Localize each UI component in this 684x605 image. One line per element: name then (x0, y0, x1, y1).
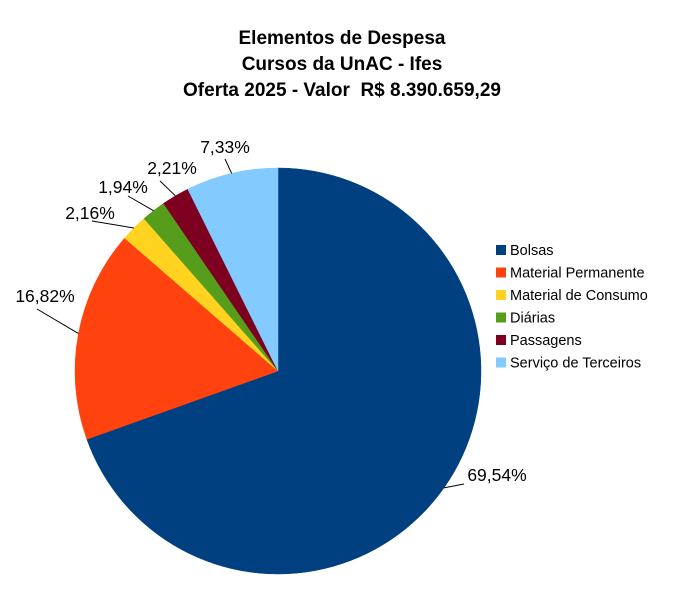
legend-label: Bolsas (510, 243, 554, 259)
data-label: 7,33% (200, 137, 250, 157)
leader-line (443, 483, 465, 489)
pie-slice-bolsas (86, 167, 482, 575)
pie-slice-material-permanente (74, 237, 279, 440)
leader-line (224, 158, 233, 174)
legend-swatch (496, 335, 506, 345)
chart-title-line-1: Elementos de Despesa (239, 28, 446, 49)
legend-swatch (496, 290, 506, 300)
data-label: 69,54% (467, 465, 526, 485)
label-leader-lines (36, 158, 465, 489)
percentage-labels: 69,54% 16,82% 2,16% 1,94%2,21%7,33% (15, 137, 526, 485)
legend-label: Material Permanente (510, 266, 645, 282)
legend-label: Material de Consumo (510, 288, 648, 304)
leader-line (127, 195, 154, 212)
leader-line (36, 308, 79, 335)
chart-title-line-2: Cursos da UnAC - Ifes (242, 54, 443, 75)
legend-label: Passagens (510, 333, 582, 349)
chart-title-line-3: Oferta 2025 - Valor R$ 8.390.659,29 (183, 80, 501, 101)
legend: Bolsas Material Permanente Material de Con… (496, 243, 648, 372)
data-label: 16,82% (15, 286, 74, 306)
legend-swatch (496, 312, 506, 323)
leader-line (91, 220, 134, 229)
legend-label: Serviço de Terceiros (510, 356, 641, 372)
pie-slices (74, 167, 482, 575)
legend-label: Diárias (510, 311, 555, 327)
legend-swatch (496, 245, 506, 255)
data-label: 1,94% (98, 177, 148, 197)
legend-swatch (496, 267, 506, 278)
data-label: 2,21% (147, 158, 197, 178)
legend-swatch (496, 357, 506, 368)
leader-line (159, 180, 176, 197)
data-label: 2,16% (65, 203, 115, 223)
